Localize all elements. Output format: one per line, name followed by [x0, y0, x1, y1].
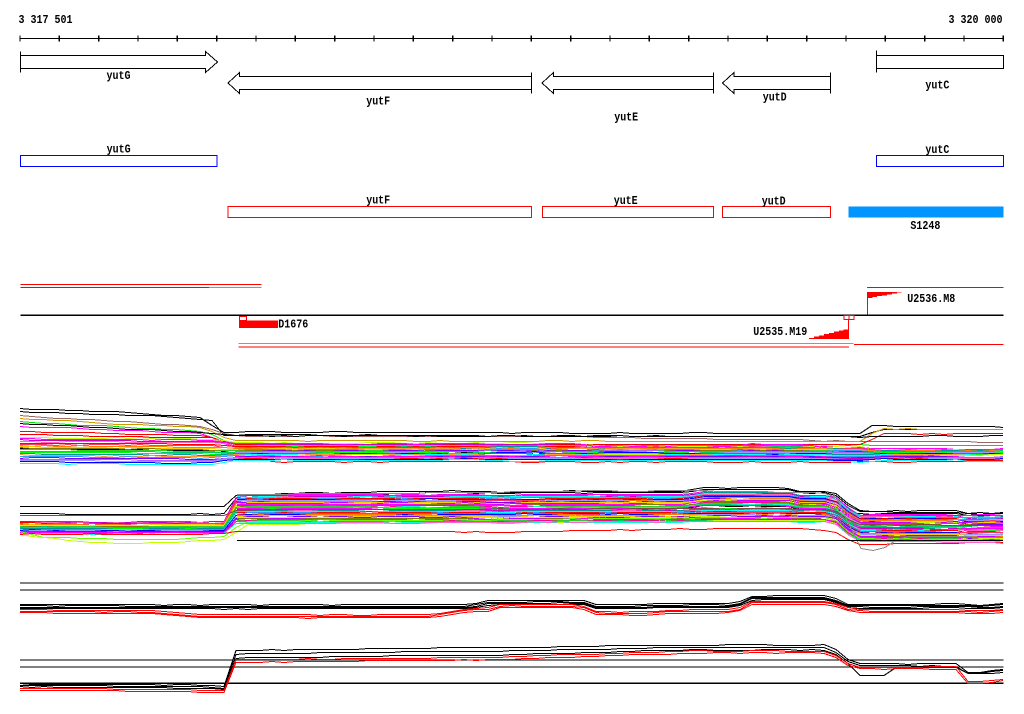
svg-text:3 320 000: 3 320 000	[949, 14, 1003, 27]
svg-text:yutD: yutD	[762, 195, 786, 208]
svg-text:yutC: yutC	[925, 80, 949, 93]
svg-text:yutD: yutD	[763, 92, 787, 105]
svg-text:3 317 501: 3 317 501	[19, 14, 73, 27]
svg-text:yutE: yutE	[614, 195, 638, 208]
svg-text:yutC: yutC	[925, 144, 949, 157]
svg-text:U2536.M8: U2536.M8	[907, 293, 955, 306]
svg-text:yutF: yutF	[366, 194, 390, 207]
svg-text:yutE: yutE	[614, 112, 638, 125]
svg-text:yutF: yutF	[366, 96, 390, 109]
svg-text:yutG: yutG	[107, 70, 131, 83]
svg-text:S1248: S1248	[910, 220, 940, 233]
svg-text:yutG: yutG	[107, 144, 131, 157]
svg-text:D1676: D1676	[278, 319, 308, 332]
svg-text:U2535.M19: U2535.M19	[753, 326, 807, 339]
